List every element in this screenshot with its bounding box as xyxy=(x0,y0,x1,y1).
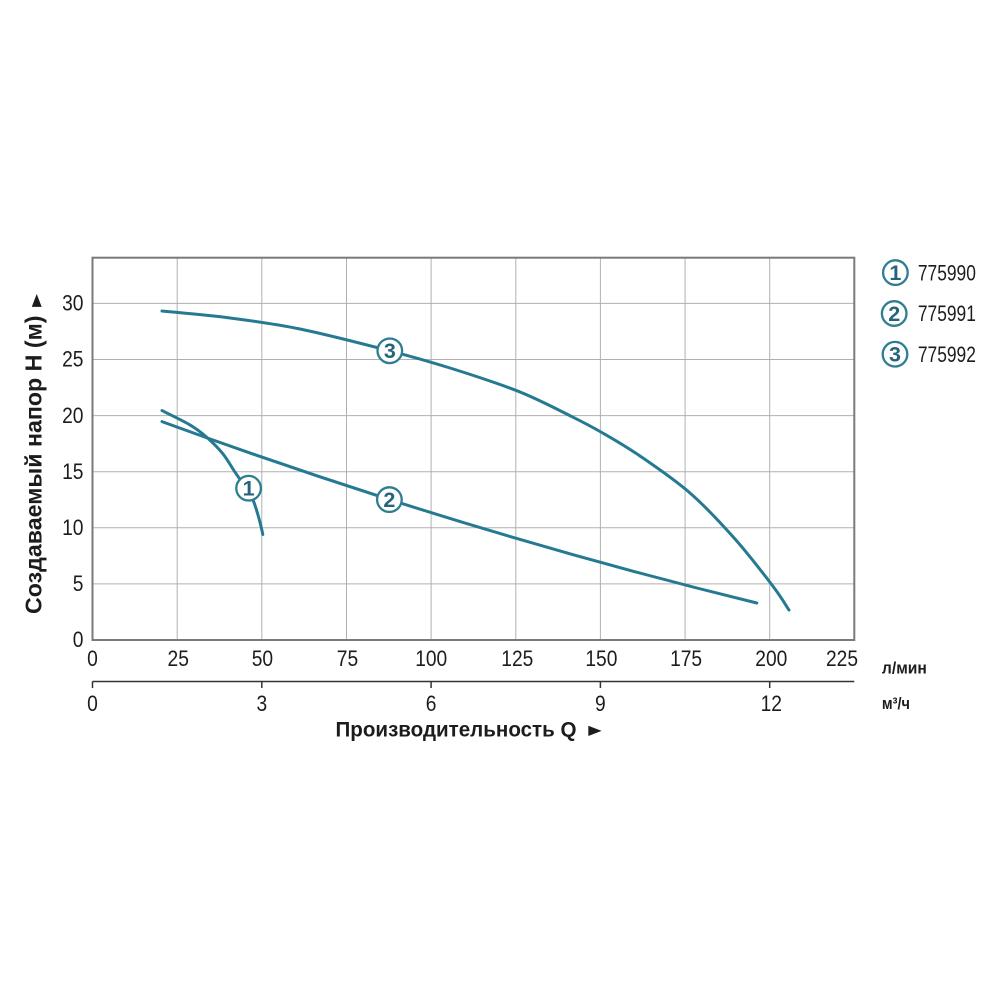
svg-text:150: 150 xyxy=(585,646,617,671)
svg-text:125: 125 xyxy=(501,646,533,671)
svg-text:100: 100 xyxy=(415,646,447,671)
svg-text:л/мин: л/мин xyxy=(882,659,927,678)
svg-text:775992: 775992 xyxy=(918,342,976,367)
svg-text:75: 75 xyxy=(337,646,358,671)
svg-text:200: 200 xyxy=(755,646,787,671)
svg-text:2: 2 xyxy=(383,488,395,512)
svg-text:15: 15 xyxy=(62,459,83,484)
svg-text:50: 50 xyxy=(252,646,273,671)
svg-text:3: 3 xyxy=(384,339,396,363)
svg-text:775991: 775991 xyxy=(918,301,976,326)
svg-text:0: 0 xyxy=(87,691,98,716)
svg-text:225: 225 xyxy=(826,646,858,671)
svg-text:3: 3 xyxy=(256,691,267,716)
svg-text:10: 10 xyxy=(62,515,83,540)
svg-text:5: 5 xyxy=(73,571,84,596)
svg-text:9: 9 xyxy=(595,691,606,716)
svg-text:6: 6 xyxy=(426,691,437,716)
svg-text:2: 2 xyxy=(888,302,900,326)
svg-text:775990: 775990 xyxy=(918,260,976,285)
svg-text:Производительность Q: Производительность Q xyxy=(336,719,577,742)
svg-text:30: 30 xyxy=(62,291,83,316)
svg-text:20: 20 xyxy=(62,403,83,428)
svg-text:0: 0 xyxy=(73,627,84,652)
svg-text:12: 12 xyxy=(761,691,782,716)
svg-text:3: 3 xyxy=(889,343,901,367)
svg-text:1: 1 xyxy=(889,261,901,285)
svg-text:Создаваемый напор H (м): Создаваемый напор H (м) xyxy=(21,316,47,615)
svg-text:0: 0 xyxy=(87,646,98,671)
svg-text:25: 25 xyxy=(62,347,83,372)
svg-text:м³/ч: м³/ч xyxy=(882,694,910,713)
svg-text:175: 175 xyxy=(670,646,702,671)
svg-text:1: 1 xyxy=(243,477,255,501)
svg-text:25: 25 xyxy=(168,646,189,671)
